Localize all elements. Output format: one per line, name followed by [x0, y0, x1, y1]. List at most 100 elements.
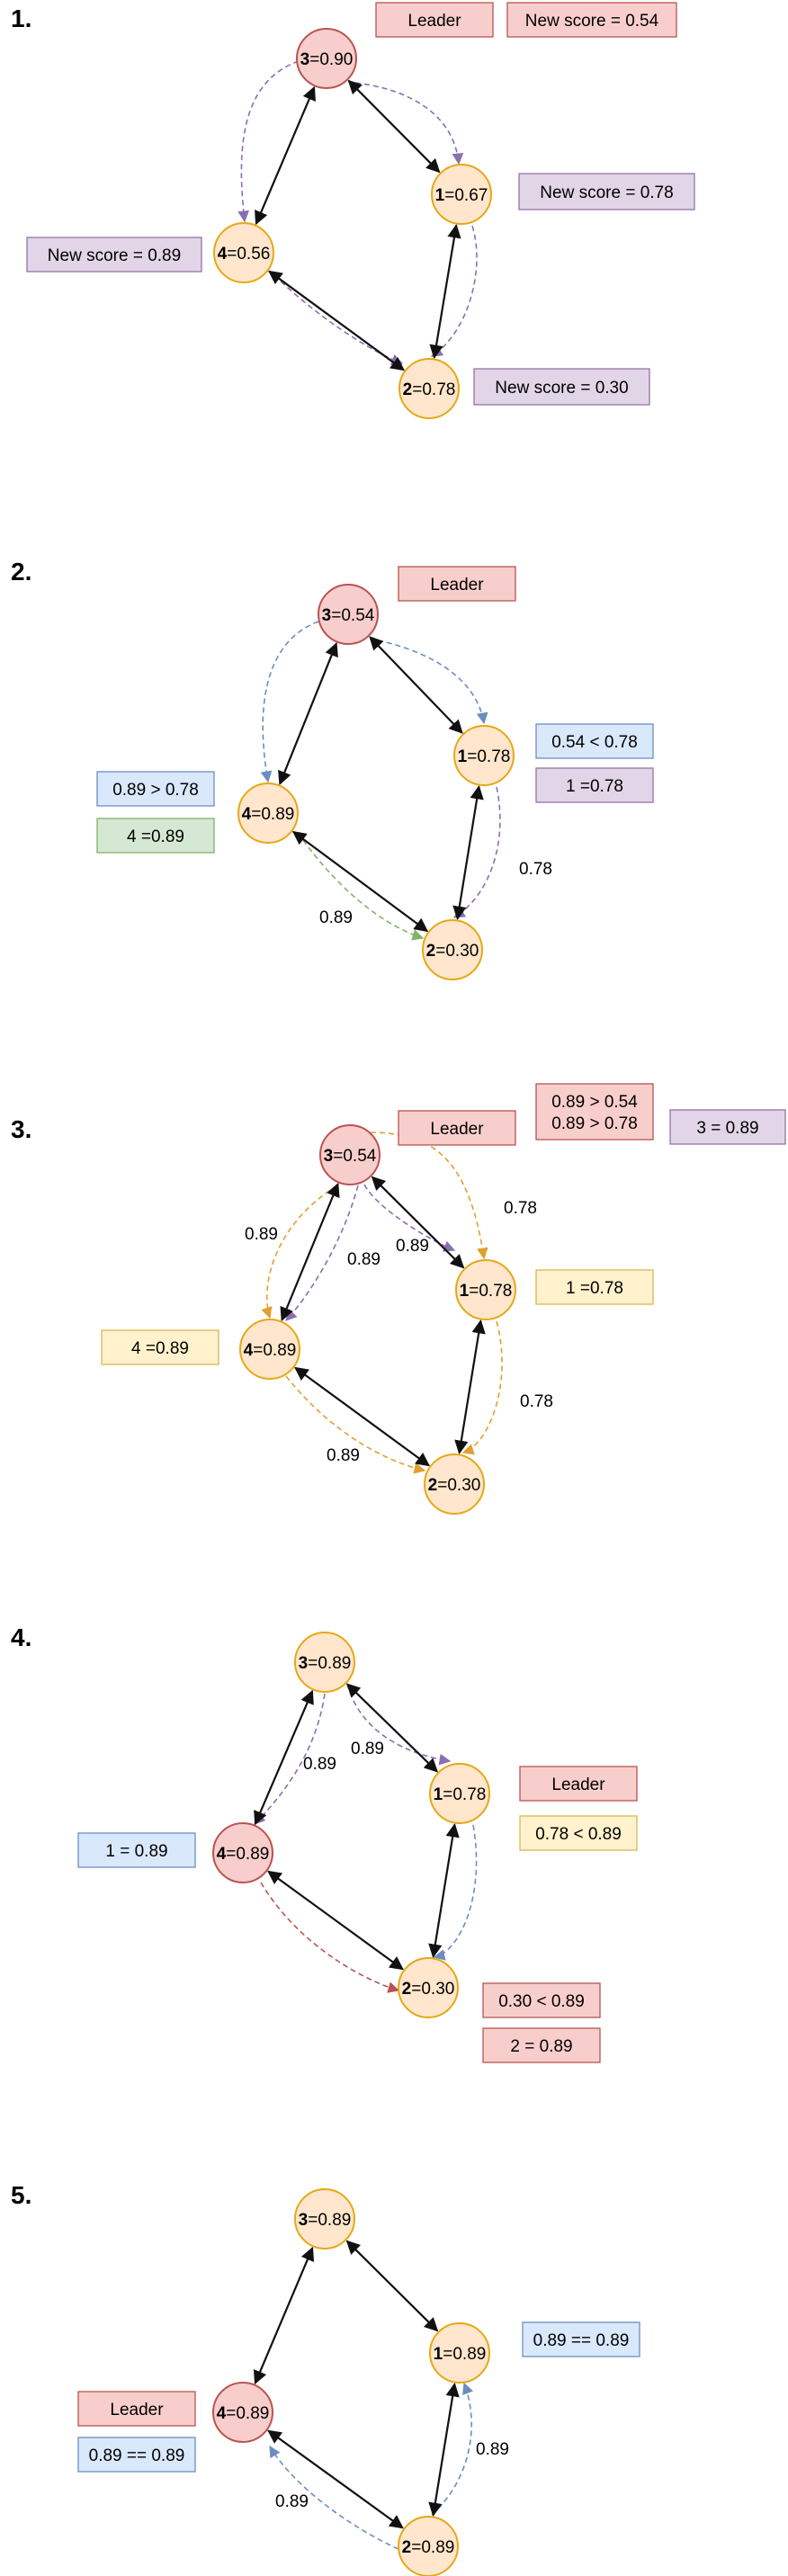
- leader-tag-box: [519, 1766, 638, 1802]
- message-arrow: [260, 621, 319, 783]
- node-4-label: 4=0.89: [217, 2404, 270, 2423]
- node-1-label: 1=0.78: [460, 1282, 513, 1301]
- node-1-label: 1=0.89: [434, 2345, 487, 2364]
- node-2-label: 2=0.78: [403, 380, 456, 399]
- step-4: 4. 3=0.89 1=0.78 4=0.89 2=0.30 Leader 0.78 < 0…: [11, 1623, 638, 2063]
- leader-tag-box: [398, 566, 516, 602]
- assign-1-box: [77, 1832, 196, 1868]
- assign-1: 1 = 0.89: [105, 1842, 167, 1861]
- assign-1: 1 =0.78: [566, 777, 623, 796]
- edge-value: 0.89: [245, 1225, 278, 1244]
- node-4: [237, 783, 299, 844]
- new-score-4: New score = 0.89: [48, 246, 181, 265]
- compare-3: 0.89 > 0.78: [551, 1114, 638, 1133]
- link-1-2: [428, 2383, 460, 2517]
- new-score-2-box: [473, 368, 650, 406]
- message-arrow: [285, 1375, 426, 1474]
- link-3-1: [371, 1176, 465, 1269]
- edge-value: 0.89: [275, 2492, 309, 2511]
- node-4-label: 4=0.89: [242, 805, 295, 824]
- node-4-label: 4=0.56: [218, 245, 271, 264]
- step-5: 5. 3=0.89 1=0.89 4=0.89 2=0.89 0.89 == 0.89 Le…: [11, 2181, 640, 2576]
- link-1-2: [452, 785, 484, 920]
- compare-2-box: [482, 1982, 601, 2018]
- compare-1-box: [522, 2321, 640, 2357]
- node-1: [429, 2322, 490, 2384]
- assign-1: 1 =0.78: [566, 1279, 623, 1298]
- edge-value: 0.78: [504, 1199, 537, 1218]
- node-4: [212, 1822, 273, 1883]
- link-4-3: [254, 1689, 314, 1826]
- node-4-label: 4=0.89: [217, 1845, 270, 1864]
- link-3-1: [345, 2240, 439, 2332]
- assign-1-box: [535, 767, 654, 803]
- node-2: [398, 2516, 459, 2576]
- leader-tag: Leader: [430, 1120, 484, 1139]
- assign-4: 4 =0.89: [131, 1339, 189, 1358]
- link-2-4: [267, 2429, 404, 2529]
- edge-value: 0.89: [327, 1446, 360, 1465]
- link-4-3: [253, 2246, 315, 2385]
- link-3-1: [369, 636, 463, 734]
- step-3: 3. 3=0.54 1=0.78 4=0.89 2=0.30 Leader 0.89 > 0…: [11, 1083, 786, 1515]
- node-4-label: 4=0.89: [244, 1341, 297, 1360]
- node-2: [398, 1957, 459, 2018]
- leader-tag: Leader: [551, 1775, 605, 1794]
- step-1: 1. 3=0.90 1=0.67 4=0.56 2=0.78 Leader New scor…: [11, 2, 695, 419]
- edge-value: 0.78: [519, 860, 552, 879]
- edge-value: 0.89: [396, 1237, 429, 1256]
- node-3: [319, 1124, 381, 1185]
- node-1: [429, 1763, 490, 1824]
- new-score-4-box: [26, 237, 202, 273]
- node-1-label: 1=0.78: [458, 747, 511, 766]
- new-score-2: New score = 0.30: [495, 379, 628, 398]
- compare-4-box: [96, 771, 215, 807]
- node-3-label: 3=0.89: [299, 2211, 352, 2230]
- step-number: 2.: [11, 558, 31, 586]
- compare-1: 0.54 < 0.78: [551, 733, 638, 752]
- compare-1: 0.78 < 0.89: [535, 1825, 622, 1844]
- link-4-3: [280, 1182, 340, 1322]
- leader-tag-box: [375, 2, 494, 38]
- link-4-3: [255, 85, 316, 226]
- leader-tag: Leader: [407, 12, 461, 31]
- compare-4: 0.89 > 0.78: [112, 781, 199, 800]
- message-arrow: [377, 640, 488, 725]
- link-1-2: [454, 1319, 486, 1454]
- node-2-label: 2=0.89: [402, 2538, 455, 2557]
- edge-value: 0.89: [347, 1250, 381, 1269]
- step-2: 2. 3=0.54 1=0.78 4=0.89 2=0.30 Leader 0.54 < 0…: [11, 558, 654, 980]
- leader-tag: Leader: [430, 576, 484, 595]
- node-4: [239, 1319, 300, 1380]
- message-arrow: [261, 1185, 338, 1319]
- new-score-1: New score = 0.78: [540, 183, 673, 202]
- node-3: [294, 2188, 355, 2250]
- message-arrow: [431, 2382, 474, 2516]
- node-1-label: 1=0.78: [434, 1785, 487, 1804]
- leader-tag-box: [77, 2391, 196, 2427]
- node-1: [431, 164, 492, 225]
- edge-value: 0.89: [476, 2440, 509, 2459]
- link-2-4: [294, 1366, 430, 1467]
- link-2-4: [267, 1870, 404, 1971]
- node-3-label: 3=0.54: [322, 606, 375, 625]
- step-number: 1.: [11, 4, 31, 32]
- node-1-label: 1=0.67: [435, 186, 488, 205]
- compare-2: 0.30 < 0.89: [498, 1992, 585, 2011]
- node-1: [453, 725, 515, 786]
- node-3-label: 3=0.90: [300, 50, 354, 69]
- node-1: [455, 1259, 516, 1320]
- link-2-4: [291, 830, 429, 933]
- step-number: 5.: [11, 2181, 31, 2209]
- new-score-3: New score = 0.54: [525, 12, 659, 31]
- edge-value: 0.89: [351, 1740, 384, 1758]
- compare-1: 0.89 == 0.89: [533, 2331, 630, 2350]
- assign-4-box: [101, 1329, 219, 1365]
- leader-tag: Leader: [110, 2401, 164, 2419]
- assign-3-box: [669, 1109, 786, 1145]
- step-number: 4.: [11, 1623, 31, 1651]
- leader-tag-box: [398, 1110, 516, 1146]
- edge-value: 0.89: [303, 1755, 336, 1774]
- compare-1-box: [519, 1815, 638, 1851]
